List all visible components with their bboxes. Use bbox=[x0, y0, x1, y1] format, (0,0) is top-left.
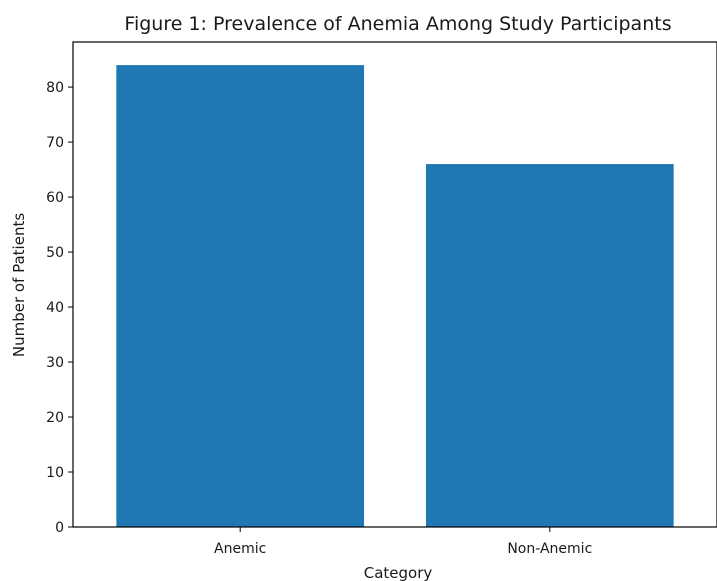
y-tick-label: 10 bbox=[46, 465, 64, 481]
y-tick-label: 30 bbox=[46, 355, 64, 371]
y-tick-label: 40 bbox=[46, 300, 64, 316]
x-axis-label: Category bbox=[364, 564, 433, 581]
x-tick-label: Non-Anemic bbox=[507, 541, 592, 557]
y-tick-label: 70 bbox=[46, 135, 64, 151]
bars-group bbox=[116, 65, 674, 527]
y-tick-label: 20 bbox=[46, 410, 64, 426]
x-axis-ticks: Anemic Non-Anemic bbox=[214, 527, 592, 557]
y-tick-label: 60 bbox=[46, 190, 64, 206]
y-axis-label: Number of Patients bbox=[10, 213, 28, 357]
y-tick-label: 0 bbox=[55, 520, 64, 536]
y-tick-label: 80 bbox=[46, 80, 64, 96]
plot-area-frame bbox=[72, 41, 717, 528]
y-tick-label: 50 bbox=[46, 245, 64, 261]
bar-anemic bbox=[116, 65, 365, 527]
x-tick-label: Anemic bbox=[214, 541, 266, 557]
bar-non-anemic bbox=[425, 164, 674, 527]
y-axis-ticks: 0 10 20 30 40 50 60 70 80 bbox=[46, 80, 73, 536]
chart-title: Figure 1: Prevalence of Anemia Among Stu… bbox=[124, 13, 671, 35]
